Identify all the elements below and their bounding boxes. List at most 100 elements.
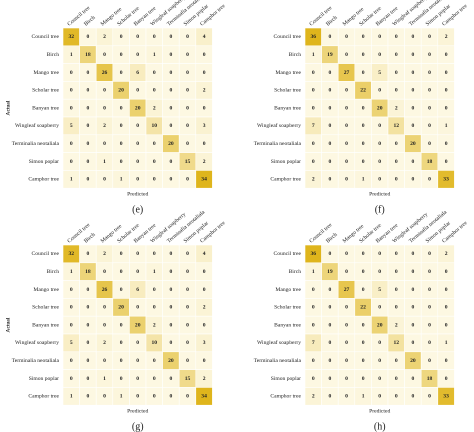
x-tick-label: Birch: [325, 15, 339, 28]
panel-label: (h): [374, 421, 386, 432]
cell-value: 0: [395, 88, 398, 94]
x-axis-label: Predicted: [127, 408, 148, 414]
cell-value: 0: [329, 34, 332, 40]
x-tick-label: Birch: [83, 232, 97, 245]
cell-value: 0: [395, 34, 398, 40]
cell-value: 0: [203, 141, 206, 147]
cell-value: 0: [87, 70, 90, 76]
cell-value: 0: [428, 340, 431, 346]
y-tick-label: Terminalia neotaliala: [254, 358, 302, 364]
cell-value: 0: [203, 358, 206, 364]
cell-value: 34: [201, 177, 207, 183]
cell-value: 0: [362, 358, 365, 364]
cell-value: 0: [186, 269, 189, 275]
cell-value: 0: [170, 159, 173, 165]
cell-value: 20: [377, 322, 383, 328]
cell-value: 0: [103, 322, 106, 328]
cell-value: 0: [428, 287, 431, 293]
cell-value: 0: [87, 177, 90, 183]
y-tick-label: Wingleaf soapberry: [257, 122, 301, 129]
cell-value: 0: [186, 322, 189, 328]
cell-value: 0: [362, 34, 365, 40]
x-axis-label: Predicted: [369, 191, 390, 197]
cell-value: 0: [445, 70, 448, 76]
cell-value: 0: [136, 141, 139, 147]
cell-value: 0: [395, 287, 398, 293]
cell-value: 0: [170, 177, 173, 183]
cell-value: 7: [312, 340, 315, 346]
y-tick-label: Council tree: [32, 251, 60, 257]
cell-value: 1: [70, 394, 73, 400]
cell-value: 0: [70, 159, 73, 165]
cell-value: 2: [312, 394, 315, 400]
cell-value: 0: [378, 177, 381, 183]
cell-value: 0: [170, 376, 173, 382]
cell-value: 0: [412, 105, 415, 111]
cell-value: 0: [395, 52, 398, 58]
heatmap-cell: [195, 387, 213, 406]
cell-value: 32: [69, 251, 75, 257]
cell-value: 0: [153, 358, 156, 364]
cell-value: 0: [378, 269, 381, 275]
cell-value: 18: [85, 52, 91, 58]
cell-value: 0: [136, 394, 139, 400]
cell-value: 5: [70, 340, 73, 346]
cell-value: 0: [186, 34, 189, 40]
cell-value: 0: [136, 340, 139, 346]
cell-value: 0: [445, 358, 448, 364]
cell-value: 27: [344, 70, 350, 76]
cell-value: 12: [394, 340, 400, 346]
cell-value: 0: [87, 376, 90, 382]
cell-value: 20: [135, 105, 141, 111]
cell-value: 0: [153, 394, 156, 400]
cell-value: 0: [203, 287, 206, 293]
cell-value: 1: [153, 52, 156, 58]
cell-value: 0: [412, 305, 415, 311]
cell-value: 0: [87, 88, 90, 94]
cell-value: 0: [412, 123, 415, 129]
cell-value: 5: [70, 123, 73, 129]
y-tick-label: Mango tree: [275, 70, 301, 76]
cell-value: 0: [87, 251, 90, 257]
cell-value: 0: [345, 358, 348, 364]
y-tick-label: Birch: [289, 52, 302, 58]
cell-value: 6: [136, 287, 139, 293]
cell-value: 0: [428, 34, 431, 40]
cell-value: 27: [344, 287, 350, 293]
cell-value: 5: [378, 70, 381, 76]
cell-value: 0: [329, 251, 332, 257]
y-tick-label: Scholar tree: [32, 305, 59, 311]
y-tick-label: Scholar tree: [274, 305, 301, 311]
cell-value: 0: [136, 376, 139, 382]
cell-value: 0: [87, 123, 90, 129]
cell-value: 0: [312, 70, 315, 76]
cell-value: 0: [87, 34, 90, 40]
cell-value: 0: [136, 177, 139, 183]
y-tick-label: Banyan tree: [32, 105, 59, 111]
cell-value: 0: [103, 305, 106, 311]
cell-value: 0: [395, 177, 398, 183]
cell-value: 0: [362, 269, 365, 275]
cell-value: 0: [87, 340, 90, 346]
cell-value: 0: [153, 141, 156, 147]
cell-value: 0: [170, 34, 173, 40]
heatmap-cell: [437, 387, 455, 406]
cell-value: 0: [345, 123, 348, 129]
cell-value: 2: [103, 123, 106, 129]
cell-value: 0: [120, 340, 123, 346]
cell-value: 18: [85, 269, 91, 275]
cell-value: 0: [378, 251, 381, 257]
cell-value: 0: [120, 287, 123, 293]
cell-value: 20: [168, 358, 174, 364]
cell-value: 0: [362, 287, 365, 293]
cell-value: 0: [428, 394, 431, 400]
cell-value: 0: [312, 105, 315, 111]
cell-value: 1: [312, 269, 315, 275]
cell-value: 0: [345, 52, 348, 58]
cell-value: 0: [345, 269, 348, 275]
x-axis-label: Predicted: [127, 191, 148, 197]
cell-value: 2: [203, 376, 206, 382]
cell-value: 0: [153, 70, 156, 76]
cell-value: 20: [118, 88, 124, 94]
